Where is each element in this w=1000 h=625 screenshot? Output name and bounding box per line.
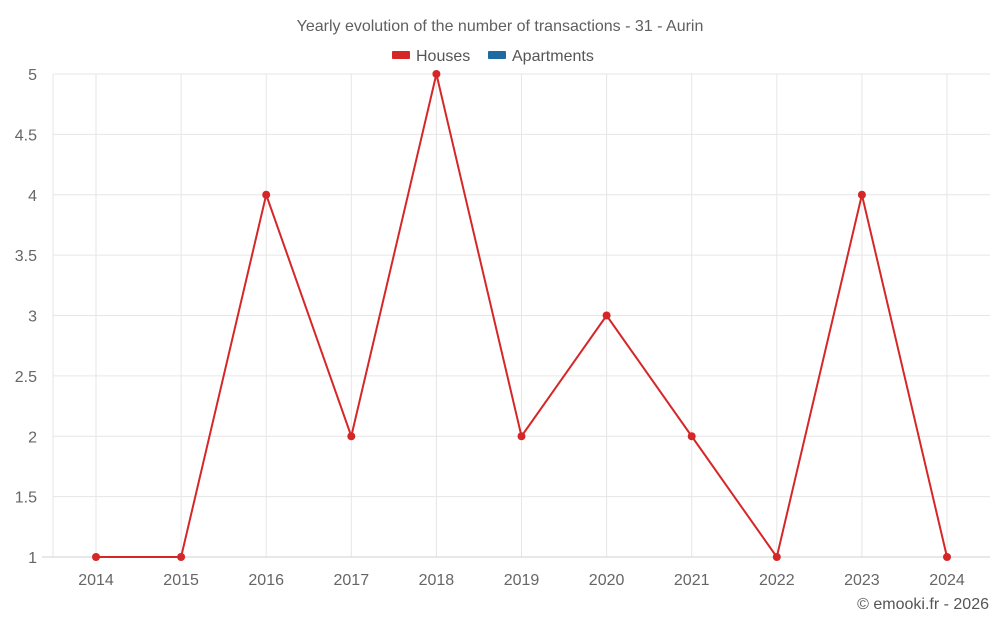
legend-label-houses: Houses [416, 48, 470, 65]
data-point[interactable] [347, 432, 356, 441]
data-point[interactable] [92, 553, 100, 561]
y-axis: 1 1.5 2 2.5 3 3.5 4 4.5 5 [15, 67, 37, 567]
x-tick-label: 2023 [844, 572, 880, 589]
data-point[interactable] [687, 432, 696, 441]
y-tick-label: 5 [28, 67, 37, 84]
data-point[interactable] [177, 553, 186, 561]
data-point[interactable] [602, 311, 611, 320]
x-tick-label: 2015 [163, 572, 199, 589]
legend-item-houses[interactable]: Houses [392, 48, 470, 65]
data-point[interactable] [857, 190, 866, 199]
x-tick-label: 2022 [759, 572, 795, 589]
apartments-swatch-icon [488, 51, 506, 59]
y-tick-label: 1.5 [15, 490, 37, 507]
x-tick-label: 2021 [674, 572, 710, 589]
x-tick-label: 2018 [419, 572, 455, 589]
data-point[interactable] [262, 190, 271, 199]
legend: Houses Apartments [392, 48, 594, 65]
y-tick-label: 4 [28, 188, 37, 205]
y-tick-label: 3.5 [15, 248, 37, 265]
y-tick-label: 4.5 [15, 127, 37, 144]
data-point[interactable] [943, 553, 951, 561]
legend-item-apartments[interactable]: Apartments [488, 48, 594, 65]
x-tick-label: 2020 [589, 572, 625, 589]
x-axis: 2014 2015 2016 2017 2018 2019 2020 2021 2022 2023… [78, 572, 965, 589]
y-tick-label: 2.5 [15, 369, 37, 386]
x-tick-label: 2019 [504, 572, 540, 589]
series-houses [92, 70, 951, 561]
x-tick-label: 2014 [78, 572, 114, 589]
data-point[interactable] [432, 70, 441, 78]
data-point[interactable] [517, 432, 526, 441]
y-tick-label: 1 [28, 550, 37, 567]
data-point[interactable] [772, 553, 781, 561]
credit-text: © emooki.fr - 2026 [857, 596, 989, 613]
y-tick-label: 3 [28, 309, 37, 326]
grid [42, 73, 990, 558]
y-tick-label: 2 [28, 429, 37, 446]
x-tick-label: 2017 [334, 572, 370, 589]
x-tick-label: 2024 [929, 572, 965, 589]
x-tick-label: 2016 [248, 572, 284, 589]
houses-swatch-icon [392, 51, 410, 59]
chart-title: Yearly evolution of the number of transa… [297, 18, 704, 35]
legend-label-apartments: Apartments [512, 48, 594, 65]
